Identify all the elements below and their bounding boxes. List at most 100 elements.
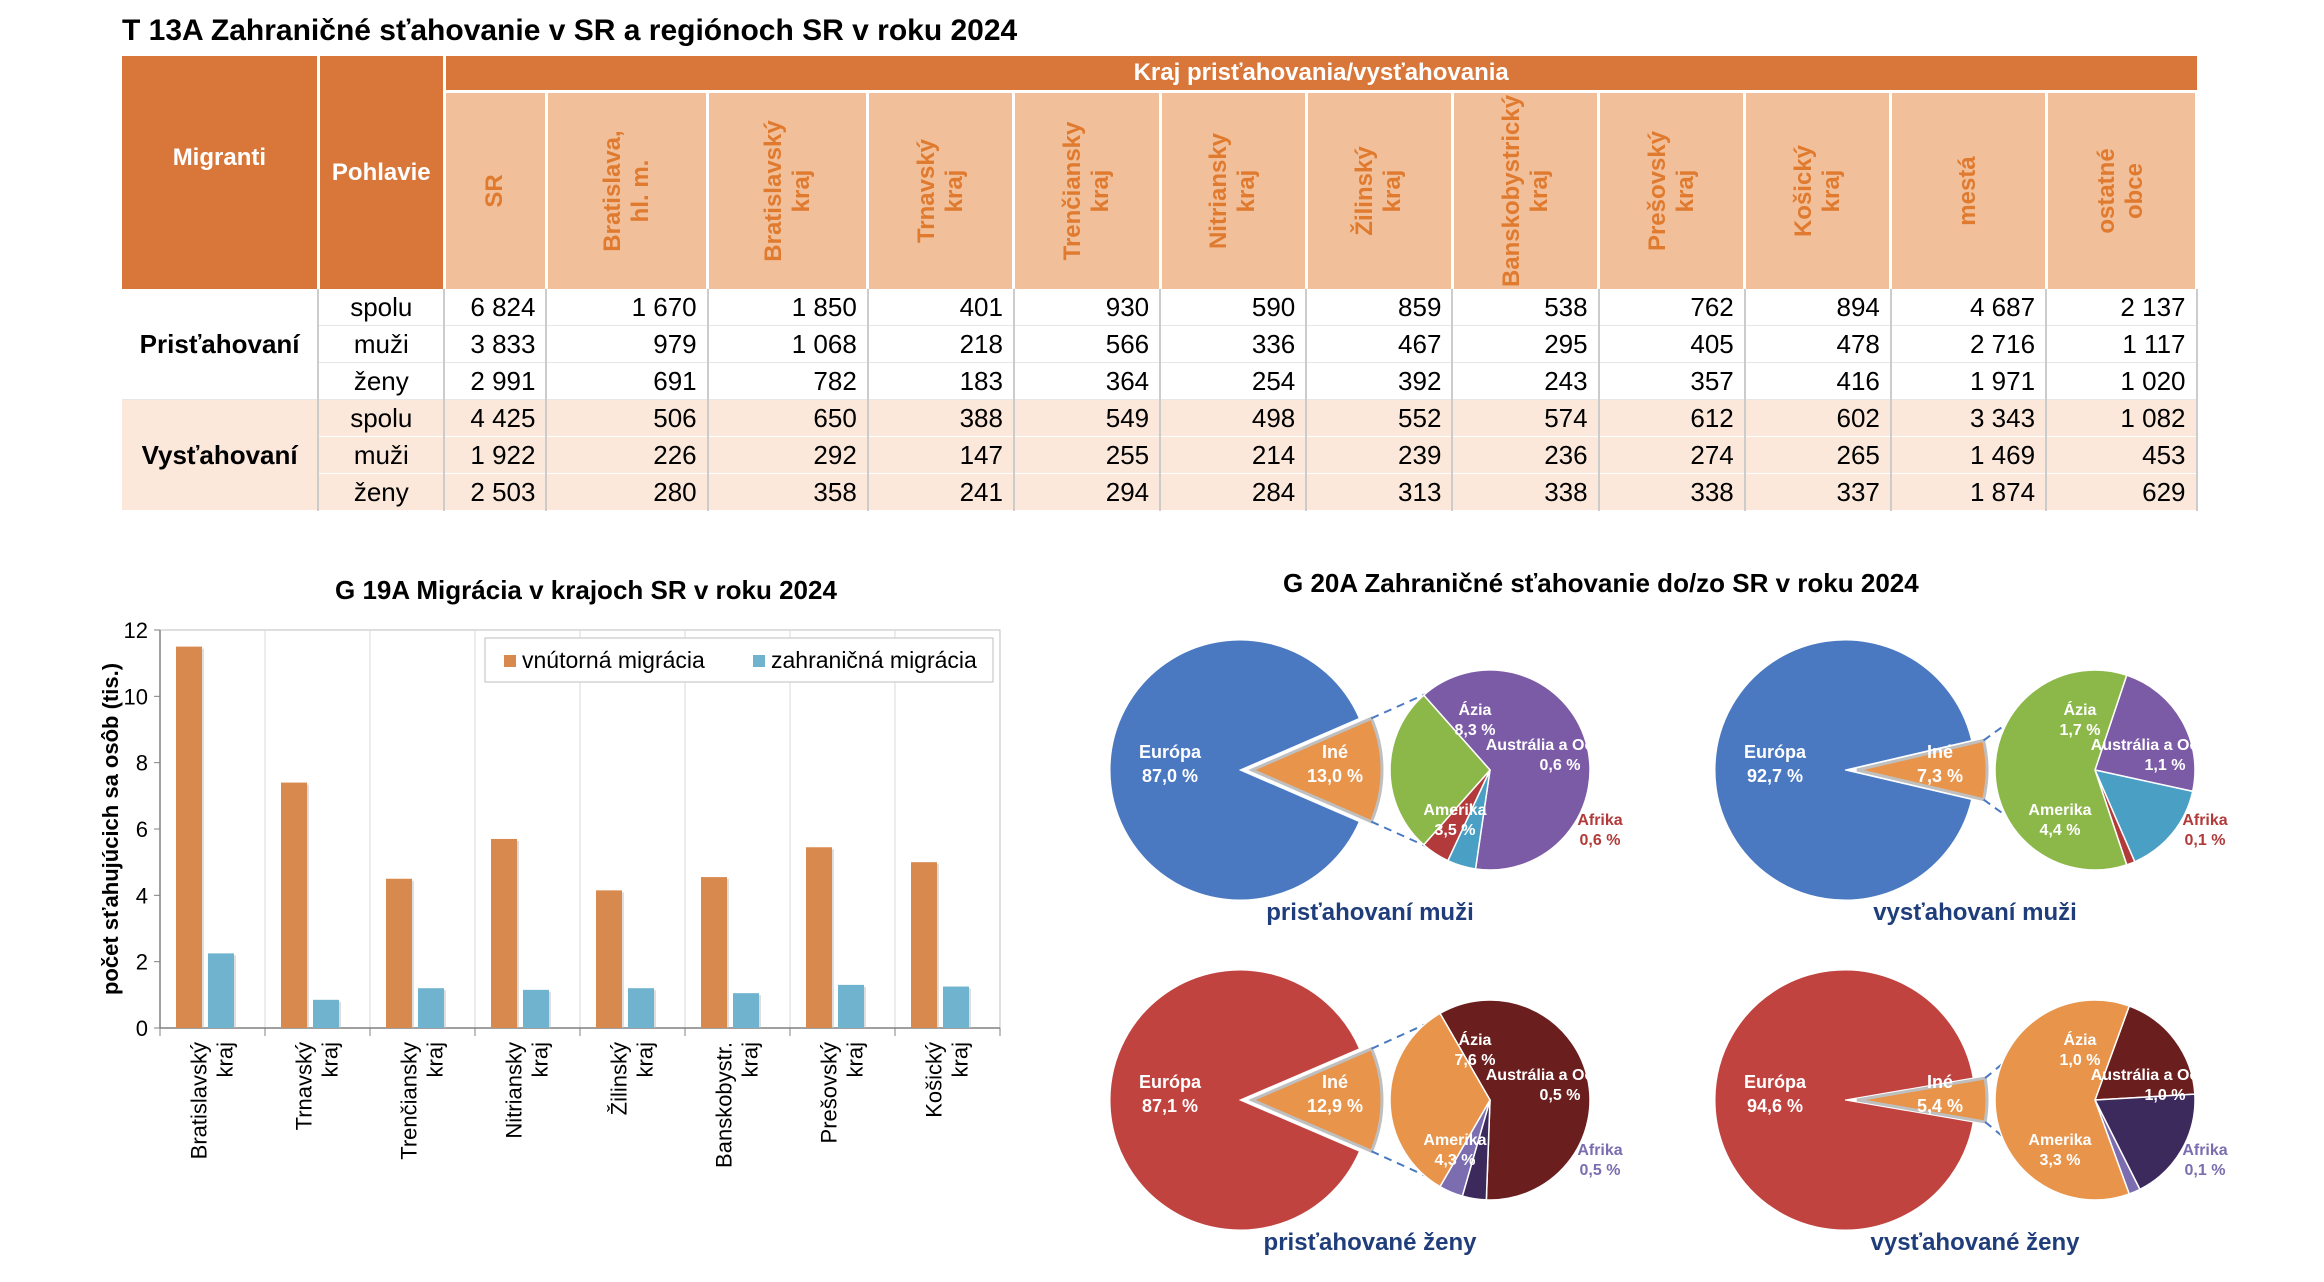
table-cell: 762 [1598, 289, 1746, 326]
table-cell: 1 020 [2046, 362, 2198, 400]
table-cell: 357 [1598, 362, 1746, 400]
pie-value: 87,1 % [1142, 1096, 1198, 1116]
pie-value: 92,7 % [1747, 766, 1803, 786]
sub-pie-value: 0,1 % [2185, 832, 2226, 849]
table-cell: 338 [1452, 473, 1600, 511]
x-tick-label-line2: kraj [738, 1042, 763, 1077]
x-tick-label-line2: kraj [843, 1042, 868, 1077]
sub-pie-value: 0,1 % [2185, 1162, 2226, 1179]
sex-label: spolu [317, 289, 446, 326]
bar-internal-migration [596, 890, 622, 1028]
sub-pie-value: 1,7 % [2060, 722, 2101, 739]
table-row: Prisťahovaní spolu 6 824 1 670 1 850 401 930 59… [122, 289, 2198, 400]
column-header: Trnavský kraj [867, 91, 1016, 289]
bar-foreign-migration [838, 984, 864, 1028]
sex-label: muži [317, 436, 446, 474]
x-tick-label-line1: Banskobystr. [712, 1042, 737, 1168]
pie-charts-title: G 20A Zahraničné sťahovanie do/zo SR v r… [1283, 568, 1919, 598]
pie-panel: Európa 87,0 % Iné 13,0 % Ázia 8,3 %Austrália … [1109, 639, 1634, 926]
pie-slice-other [1248, 1046, 1384, 1154]
x-tick-label-line1: Nitriansky [502, 1042, 527, 1139]
pie-label: Iné [1322, 1072, 1348, 1092]
x-tick-label-line2: kraj [318, 1042, 343, 1077]
column-header-label: Košický kraj [1790, 145, 1846, 237]
pie-panel: Európa 92,7 % Iné 7,3 % Ázia 1,7 %Austrália a… [1714, 639, 2239, 926]
table-cell: 337 [1744, 473, 1892, 511]
table-cell: 552 [1306, 399, 1454, 437]
column-header-line1: Žilinský [1351, 146, 1379, 236]
table-cell: 1 082 [2046, 399, 2198, 437]
table-cell: 147 [867, 436, 1015, 474]
sub-pie-label: Amerika [2028, 802, 2091, 819]
pie-value: 13,0 % [1307, 766, 1363, 786]
column-header: Žilinský kraj [1306, 91, 1454, 289]
sub-pie-slice [2094, 674, 2196, 793]
sub-pie-label: Afrika [2182, 812, 2227, 829]
table-cell: 401 [867, 289, 1015, 326]
table-cell: 1 670 [546, 289, 709, 326]
table-cell: 265 [1744, 436, 1892, 474]
pie-value: 12,9 % [1307, 1096, 1363, 1116]
x-tick-label: Prešovský kraj [817, 1042, 868, 1143]
x-tick-label: Trenčiansky kraj [397, 1042, 448, 1160]
sub-pie-label: Afrika [1577, 812, 1622, 829]
sub-pie-slice [1994, 999, 2131, 1201]
pie-slice-europe [1714, 969, 1974, 1231]
pie-value: 87,0 % [1142, 766, 1198, 786]
column-header-line1: Bratislava, [599, 130, 627, 252]
table-cell: 218 [867, 325, 1015, 363]
table-cell: 6 824 [444, 289, 548, 326]
table-cell: 538 [1452, 289, 1600, 326]
sub-pie-label: Afrika [2182, 1142, 2227, 1159]
legend: vnútorná migrácia zahraničná migrácia [484, 637, 994, 683]
sub-pie-value: 3,3 % [2040, 1152, 2081, 1169]
column-header: Bratislava, hl. m. [546, 91, 710, 289]
pie-label: Európa [1744, 742, 1807, 762]
column-header-line2: kraj [1817, 169, 1845, 213]
table-cell: 3 343 [1890, 399, 2048, 437]
table-cell: 236 [1452, 436, 1600, 474]
sub-pie-value: 1,0 % [2060, 1052, 2101, 1069]
column-header: Banskobystrický kraj [1452, 91, 1601, 289]
column-header-label: Trnavský kraj [913, 139, 969, 243]
column-header-line2: hl. m. [627, 159, 655, 223]
table-cell: 313 [1306, 473, 1454, 511]
table-cell: 4 425 [444, 399, 548, 437]
y-tick-label: 4 [136, 883, 148, 908]
table-cell: 358 [707, 473, 869, 511]
sub-pie-value: 0,5 % [1540, 1087, 1581, 1104]
column-header-label: ostatné obce [2093, 148, 2149, 233]
pie-label: Európa [1139, 742, 1202, 762]
migration-table: Migranti Pohlavie Kraj prisťahovania/vys… [122, 56, 2199, 511]
pie-slice-europe [1109, 969, 1361, 1231]
table-cell: 691 [546, 362, 709, 400]
y-tick-label: 12 [124, 618, 148, 643]
column-header-line1: Prešovský [1643, 130, 1671, 252]
column-header-line2: kraj [940, 169, 968, 213]
bar-internal-migration [491, 838, 517, 1028]
sub-pie-value: 4,4 % [2040, 822, 2081, 839]
sub-pie-label: Ázia [2064, 1030, 2097, 1049]
column-header: Košický kraj [1744, 91, 1893, 289]
table-cell: 1 971 [1890, 362, 2048, 400]
column-header: Prešovský kraj [1598, 91, 1747, 289]
table-cell: 549 [1013, 399, 1162, 437]
bar-foreign-migration [313, 999, 339, 1028]
x-tick-label-line1: Košický [922, 1042, 947, 1118]
group-label: Prisťahovaní [122, 289, 319, 400]
column-header-label: Bratislavský kraj [760, 120, 816, 261]
table-cell: 1 068 [707, 325, 869, 363]
table-cell: 1 922 [444, 436, 548, 474]
bar-foreign-migration [943, 986, 969, 1028]
sub-pie-value: 3,5 % [1435, 822, 1476, 839]
x-tick-label-line1: Trenčiansky [397, 1042, 422, 1160]
table-cell: 453 [2046, 436, 2198, 474]
header-pohlavie: Pohlavie [318, 56, 446, 289]
table-cell: 894 [1744, 289, 1892, 326]
table-cell: 2 137 [2046, 289, 2198, 326]
table-row: muži 3 833 979 1 068 218 566 336 467 295 405 478 2 … [122, 325, 2198, 363]
y-axis-title: počet sťahujúcich sa osôb (tis.) [98, 663, 123, 995]
sub-pie-label: Amerika [1423, 802, 1486, 819]
sub-pie-label: Austrália a Oceánia [1486, 1067, 1635, 1084]
